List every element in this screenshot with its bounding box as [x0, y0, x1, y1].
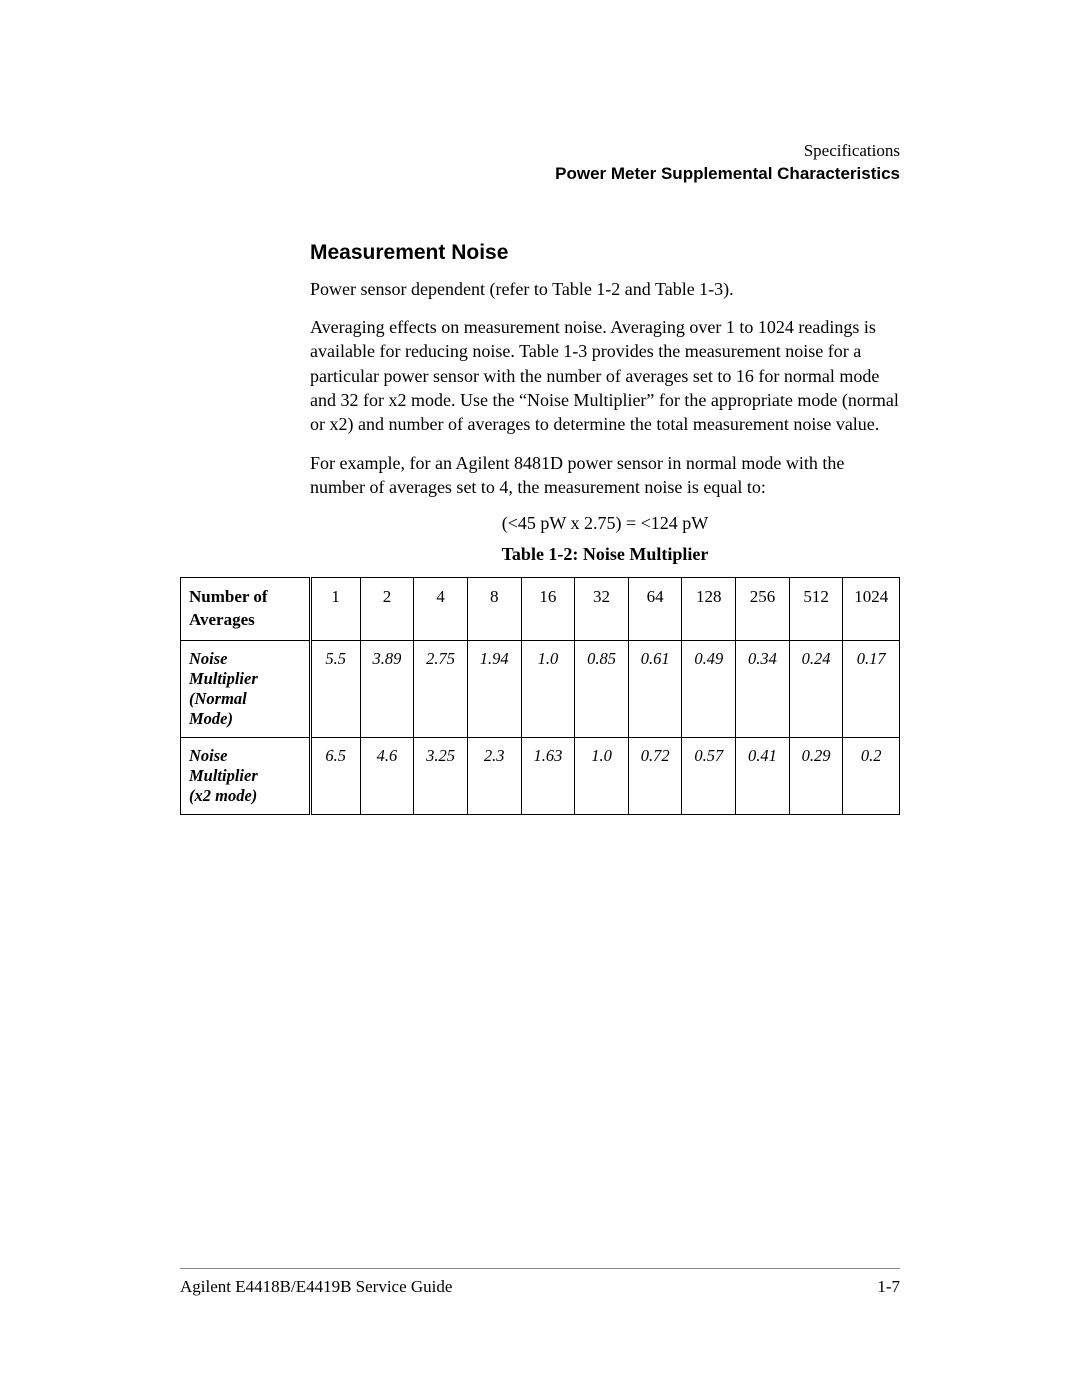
row-label-averages-line2: Averages — [189, 610, 255, 629]
footer-rule — [180, 1268, 900, 1269]
cell: 1.94 — [467, 641, 521, 738]
page: Specifications Power Meter Supplemental … — [0, 0, 1080, 1397]
cell: 0.85 — [575, 641, 629, 738]
cell: 0.49 — [682, 641, 736, 738]
col-header: 64 — [628, 578, 682, 641]
cell: 0.29 — [789, 738, 843, 815]
cell: 3.25 — [414, 738, 468, 815]
table-caption: Table 1-2: Noise Multiplier — [310, 544, 900, 565]
cell: 0.34 — [736, 641, 790, 738]
header-chapter: Specifications — [180, 140, 900, 163]
cell: 0.2 — [843, 738, 900, 815]
page-footer: Agilent E4418B/E4419B Service Guide 1-7 — [180, 1268, 900, 1297]
example-formula: (<45 pW x 2.75) = <124 pW — [310, 513, 900, 534]
cell: 1.0 — [521, 641, 575, 738]
cell: 0.61 — [628, 641, 682, 738]
cell: 0.72 — [628, 738, 682, 815]
row-label-normal-line1: Noise Multiplier — [189, 649, 258, 688]
footer-doc-title: Agilent E4418B/E4419B Service Guide — [180, 1277, 452, 1297]
page-header: Specifications Power Meter Supplemental … — [180, 140, 900, 186]
cell: 1.0 — [575, 738, 629, 815]
paragraph-3: For example, for an Agilent 8481D power … — [310, 451, 900, 500]
cell: 2.3 — [467, 738, 521, 815]
footer-page-number: 1-7 — [877, 1277, 900, 1297]
col-header: 32 — [575, 578, 629, 641]
col-header: 16 — [521, 578, 575, 641]
row-label-averages: Number of Averages — [181, 578, 311, 641]
header-section: Power Meter Supplemental Characteristics — [180, 163, 900, 186]
col-header: 1024 — [843, 578, 900, 641]
cell: 0.41 — [736, 738, 790, 815]
section-title: Measurement Noise — [310, 241, 900, 265]
table-row-x2: Noise Multiplier (x2 mode) 6.5 4.6 3.25 … — [181, 738, 900, 815]
noise-multiplier-table-wrap: Number of Averages 1 2 4 8 16 32 64 128 … — [180, 577, 900, 815]
col-header: 128 — [682, 578, 736, 641]
table-header-row: Number of Averages 1 2 4 8 16 32 64 128 … — [181, 578, 900, 641]
table-row-normal: Noise Multiplier (Normal Mode) 5.5 3.89 … — [181, 641, 900, 738]
row-label-x2-line2: (x2 mode) — [189, 786, 257, 805]
paragraph-1: Power sensor dependent (refer to Table 1… — [310, 277, 900, 301]
noise-multiplier-table: Number of Averages 1 2 4 8 16 32 64 128 … — [180, 577, 900, 815]
footer-row: Agilent E4418B/E4419B Service Guide 1-7 — [180, 1277, 900, 1297]
cell: 2.75 — [414, 641, 468, 738]
row-label-normal-line2: (Normal Mode) — [189, 689, 247, 728]
row-label-averages-line1: Number of — [189, 587, 268, 606]
cell: 0.24 — [789, 641, 843, 738]
paragraph-2: Averaging effects on measurement noise. … — [310, 315, 900, 436]
col-header: 8 — [467, 578, 521, 641]
cell: 0.17 — [843, 641, 900, 738]
cell: 3.89 — [360, 641, 414, 738]
col-header: 2 — [360, 578, 414, 641]
cell: 1.63 — [521, 738, 575, 815]
cell: 6.5 — [310, 738, 360, 815]
content-body: Measurement Noise Power sensor dependent… — [310, 241, 900, 565]
row-label-x2-line1: Noise Multiplier — [189, 746, 258, 785]
row-label-x2: Noise Multiplier (x2 mode) — [181, 738, 311, 815]
col-header: 1 — [310, 578, 360, 641]
col-header: 256 — [736, 578, 790, 641]
col-header: 4 — [414, 578, 468, 641]
col-header: 512 — [789, 578, 843, 641]
cell: 4.6 — [360, 738, 414, 815]
cell: 5.5 — [310, 641, 360, 738]
row-label-normal: Noise Multiplier (Normal Mode) — [181, 641, 311, 738]
cell: 0.57 — [682, 738, 736, 815]
